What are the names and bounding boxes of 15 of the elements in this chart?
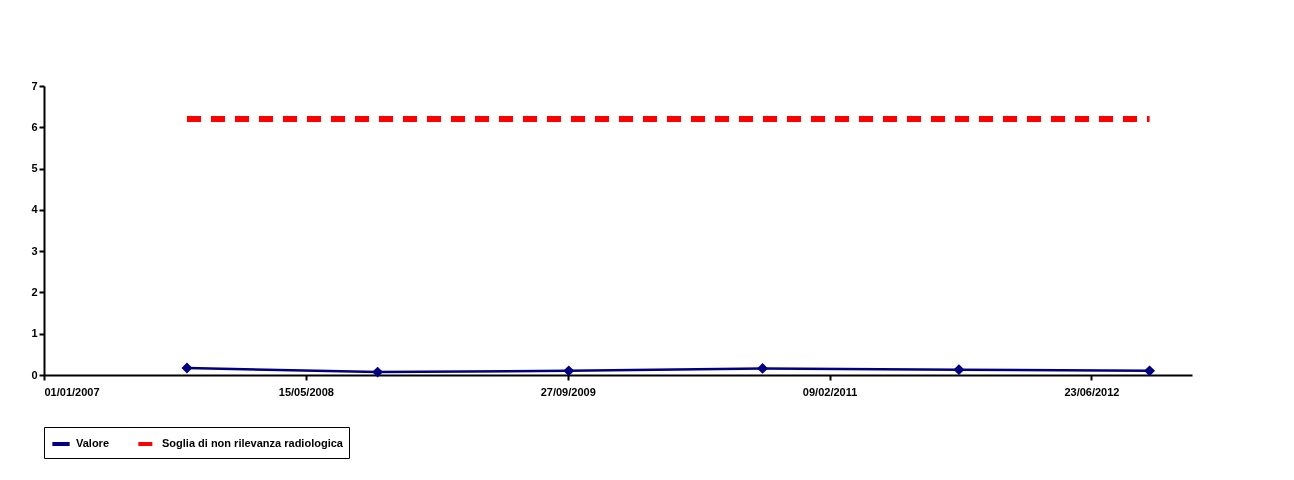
- x-tick-label: 27/09/2009: [540, 385, 596, 398]
- y-tick-label: 0: [31, 368, 38, 381]
- legend-label: Soglia di non rilevanza radiologica: [162, 437, 344, 449]
- y-tick-label: 6: [31, 120, 38, 133]
- x-tick-label: 01/01/2007: [44, 385, 100, 398]
- legend-label: Valore: [76, 437, 110, 449]
- x-tick-label: 23/06/2012: [1064, 385, 1120, 398]
- y-tick-label: 2: [31, 285, 38, 298]
- y-tick-label: 3: [31, 244, 38, 257]
- y-tick-label: 5: [31, 162, 38, 175]
- y-tick-label: 4: [31, 203, 39, 216]
- y-tick-label: 7: [31, 79, 38, 92]
- y-tick-label: 1: [31, 327, 38, 340]
- x-tick-label: 09/02/2011: [802, 385, 858, 398]
- x-tick-label: 15/05/2008: [278, 385, 334, 398]
